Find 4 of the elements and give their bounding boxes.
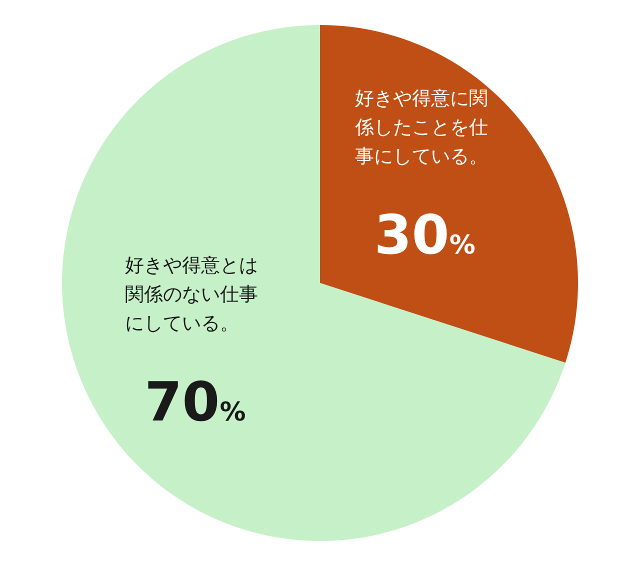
slice-label: 好きや得意に関係したことを仕事にしている。 <box>354 88 488 168</box>
data-label: 30% <box>374 204 476 267</box>
slice-label: 好きや得意とは関係のない仕事にしている。 <box>125 254 258 334</box>
data-label: 70% <box>144 370 246 434</box>
